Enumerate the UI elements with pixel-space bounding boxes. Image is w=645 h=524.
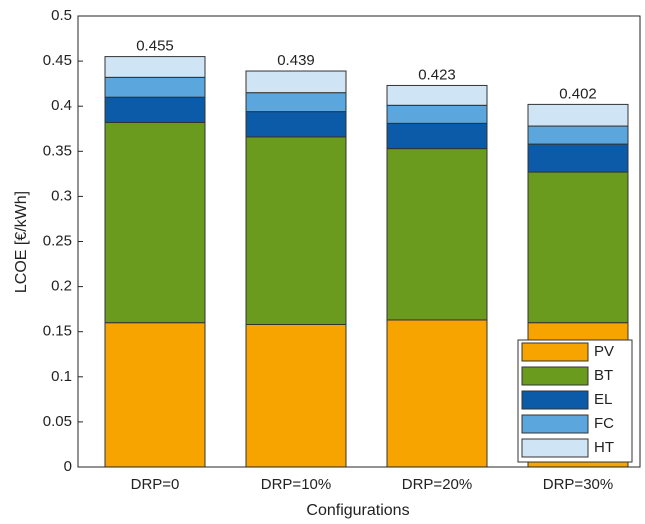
- legend-swatch: [521, 366, 589, 386]
- y-tick-label: 0.35: [43, 142, 72, 159]
- bar-segment: [527, 125, 629, 145]
- bar-segment: [527, 171, 629, 324]
- bar-segment: [104, 322, 206, 468]
- x-tick-label: DRP=10%: [261, 476, 331, 493]
- y-tick-label: 0.2: [51, 278, 72, 295]
- bar-segment: [104, 76, 206, 98]
- bar-segment: [104, 96, 206, 123]
- plot-frame: [77, 15, 641, 468]
- bar-segment: [386, 104, 488, 124]
- total-label: 0.439: [277, 52, 315, 69]
- legend-label: FC: [594, 415, 614, 432]
- legend-label: EL: [594, 391, 612, 408]
- bar-segment: [245, 136, 347, 325]
- bar-segment: [245, 323, 347, 468]
- total-label: 0.423: [418, 66, 456, 83]
- legend-swatch: [521, 438, 589, 458]
- x-axis-label: Configurations: [306, 502, 409, 519]
- bar-segment: [386, 122, 488, 150]
- legend-label: HT: [594, 439, 614, 456]
- bar-segment: [386, 84, 488, 106]
- y-tick-label: 0.15: [43, 323, 72, 340]
- bar-segment: [104, 56, 206, 78]
- y-axis-label: LCOE [€/kWh]: [13, 191, 30, 293]
- bar-segment: [245, 92, 347, 113]
- y-tick-label: 0.05: [43, 413, 72, 430]
- legend-swatch: [521, 390, 589, 410]
- legend-label: PV: [594, 343, 614, 360]
- bar-segment: [386, 148, 488, 321]
- y-tick-label: 0.4: [51, 97, 72, 114]
- bar-segment: [386, 319, 488, 468]
- y-tick-label: 0.3: [51, 187, 72, 204]
- legend-swatch: [521, 414, 589, 434]
- y-tick-label: 0.25: [43, 232, 72, 249]
- legend-swatch: [521, 342, 589, 362]
- bar-segment: [245, 111, 347, 138]
- bar-segment: [245, 70, 347, 94]
- total-label: 0.455: [136, 38, 174, 55]
- y-tick-label: 0.1: [51, 368, 72, 385]
- bar-segment: [104, 121, 206, 324]
- bar-segment: [527, 143, 629, 173]
- x-tick-label: DRP=30%: [543, 476, 613, 493]
- y-tick-label: 0.5: [51, 7, 72, 24]
- legend-label: BT: [594, 367, 613, 384]
- x-tick-label: DRP=0: [131, 476, 180, 493]
- bar-segment: [527, 103, 629, 127]
- x-tick-label: DRP=20%: [402, 476, 472, 493]
- y-tick-label: 0.45: [43, 52, 72, 69]
- y-tick-label: 0: [64, 458, 72, 475]
- total-label: 0.402: [559, 85, 597, 102]
